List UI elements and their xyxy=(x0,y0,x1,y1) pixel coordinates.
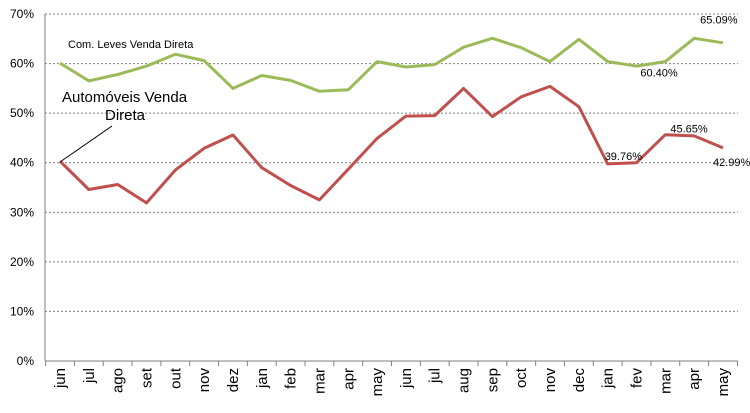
x-tick-label: out xyxy=(167,367,184,389)
x-tick-label: aug xyxy=(456,368,473,393)
y-axis-ticks: 0% 10% 20% 30% 40% 50% 60% 70% xyxy=(10,7,34,368)
x-tick-label: jan xyxy=(254,368,271,389)
x-tick-label: may xyxy=(715,368,732,397)
axes xyxy=(44,14,738,366)
x-tick-label: mar xyxy=(311,368,328,394)
x-tick-label: sep xyxy=(484,368,501,392)
y-tick-label: 0% xyxy=(17,354,35,368)
x-tick-label: fev xyxy=(629,368,646,389)
x-tick-label: dez xyxy=(225,368,242,392)
y-tick-label: 60% xyxy=(10,57,34,71)
series-label-leader-line xyxy=(59,125,113,163)
data-label: 65.09% xyxy=(700,14,738,26)
x-tick-label: nov xyxy=(542,368,559,393)
data-label: 39.76% xyxy=(605,151,643,163)
x-tick-label: dec xyxy=(571,368,588,393)
series-label-green: Com. Leves Venda Direta xyxy=(68,39,194,51)
y-tick-label: 10% xyxy=(10,304,34,318)
data-annotations: 65.09% 60.40% 39.76% 45.65% 42.99% xyxy=(605,14,750,169)
x-tick-label: apr xyxy=(340,368,357,390)
x-tick-label: apr xyxy=(686,368,703,390)
x-tick-label: jun xyxy=(52,368,69,389)
x-tick-label: jun xyxy=(398,368,415,389)
series-label-red-line2: Direta xyxy=(105,107,146,124)
x-tick-label: oct xyxy=(513,367,530,388)
y-tick-label: 30% xyxy=(10,205,34,219)
x-axis-ticks: jun jul ago set out nov dez jan feb mar apr may jun j… xyxy=(52,367,732,396)
series-labels: Com. Leves Venda Direta Automóveis Venda… xyxy=(59,39,194,163)
x-tick-label: feb xyxy=(283,368,300,389)
series-line-1 xyxy=(58,84,724,205)
data-label: 45.65% xyxy=(670,124,708,136)
x-tick-label: mar xyxy=(657,368,674,394)
y-tick-label: 40% xyxy=(10,156,34,170)
data-label: 42.99% xyxy=(713,157,750,169)
x-tick-label: may xyxy=(369,368,386,397)
y-tick-label: 20% xyxy=(10,255,34,269)
x-tick-label: ago xyxy=(110,368,127,393)
x-tick-label: jul xyxy=(81,368,98,384)
data-label: 60.40% xyxy=(640,68,678,80)
y-tick-label: 50% xyxy=(10,106,34,120)
series-line-0 xyxy=(59,36,724,93)
y-tick-label: 70% xyxy=(10,7,34,21)
series-lines xyxy=(58,36,724,205)
x-tick-label: set xyxy=(138,367,155,388)
x-tick-label: jan xyxy=(600,368,617,389)
x-tick-label: jul xyxy=(427,368,444,384)
series-label-red-line1: Automóveis Venda xyxy=(62,89,188,106)
x-tick-label: nov xyxy=(196,368,213,393)
